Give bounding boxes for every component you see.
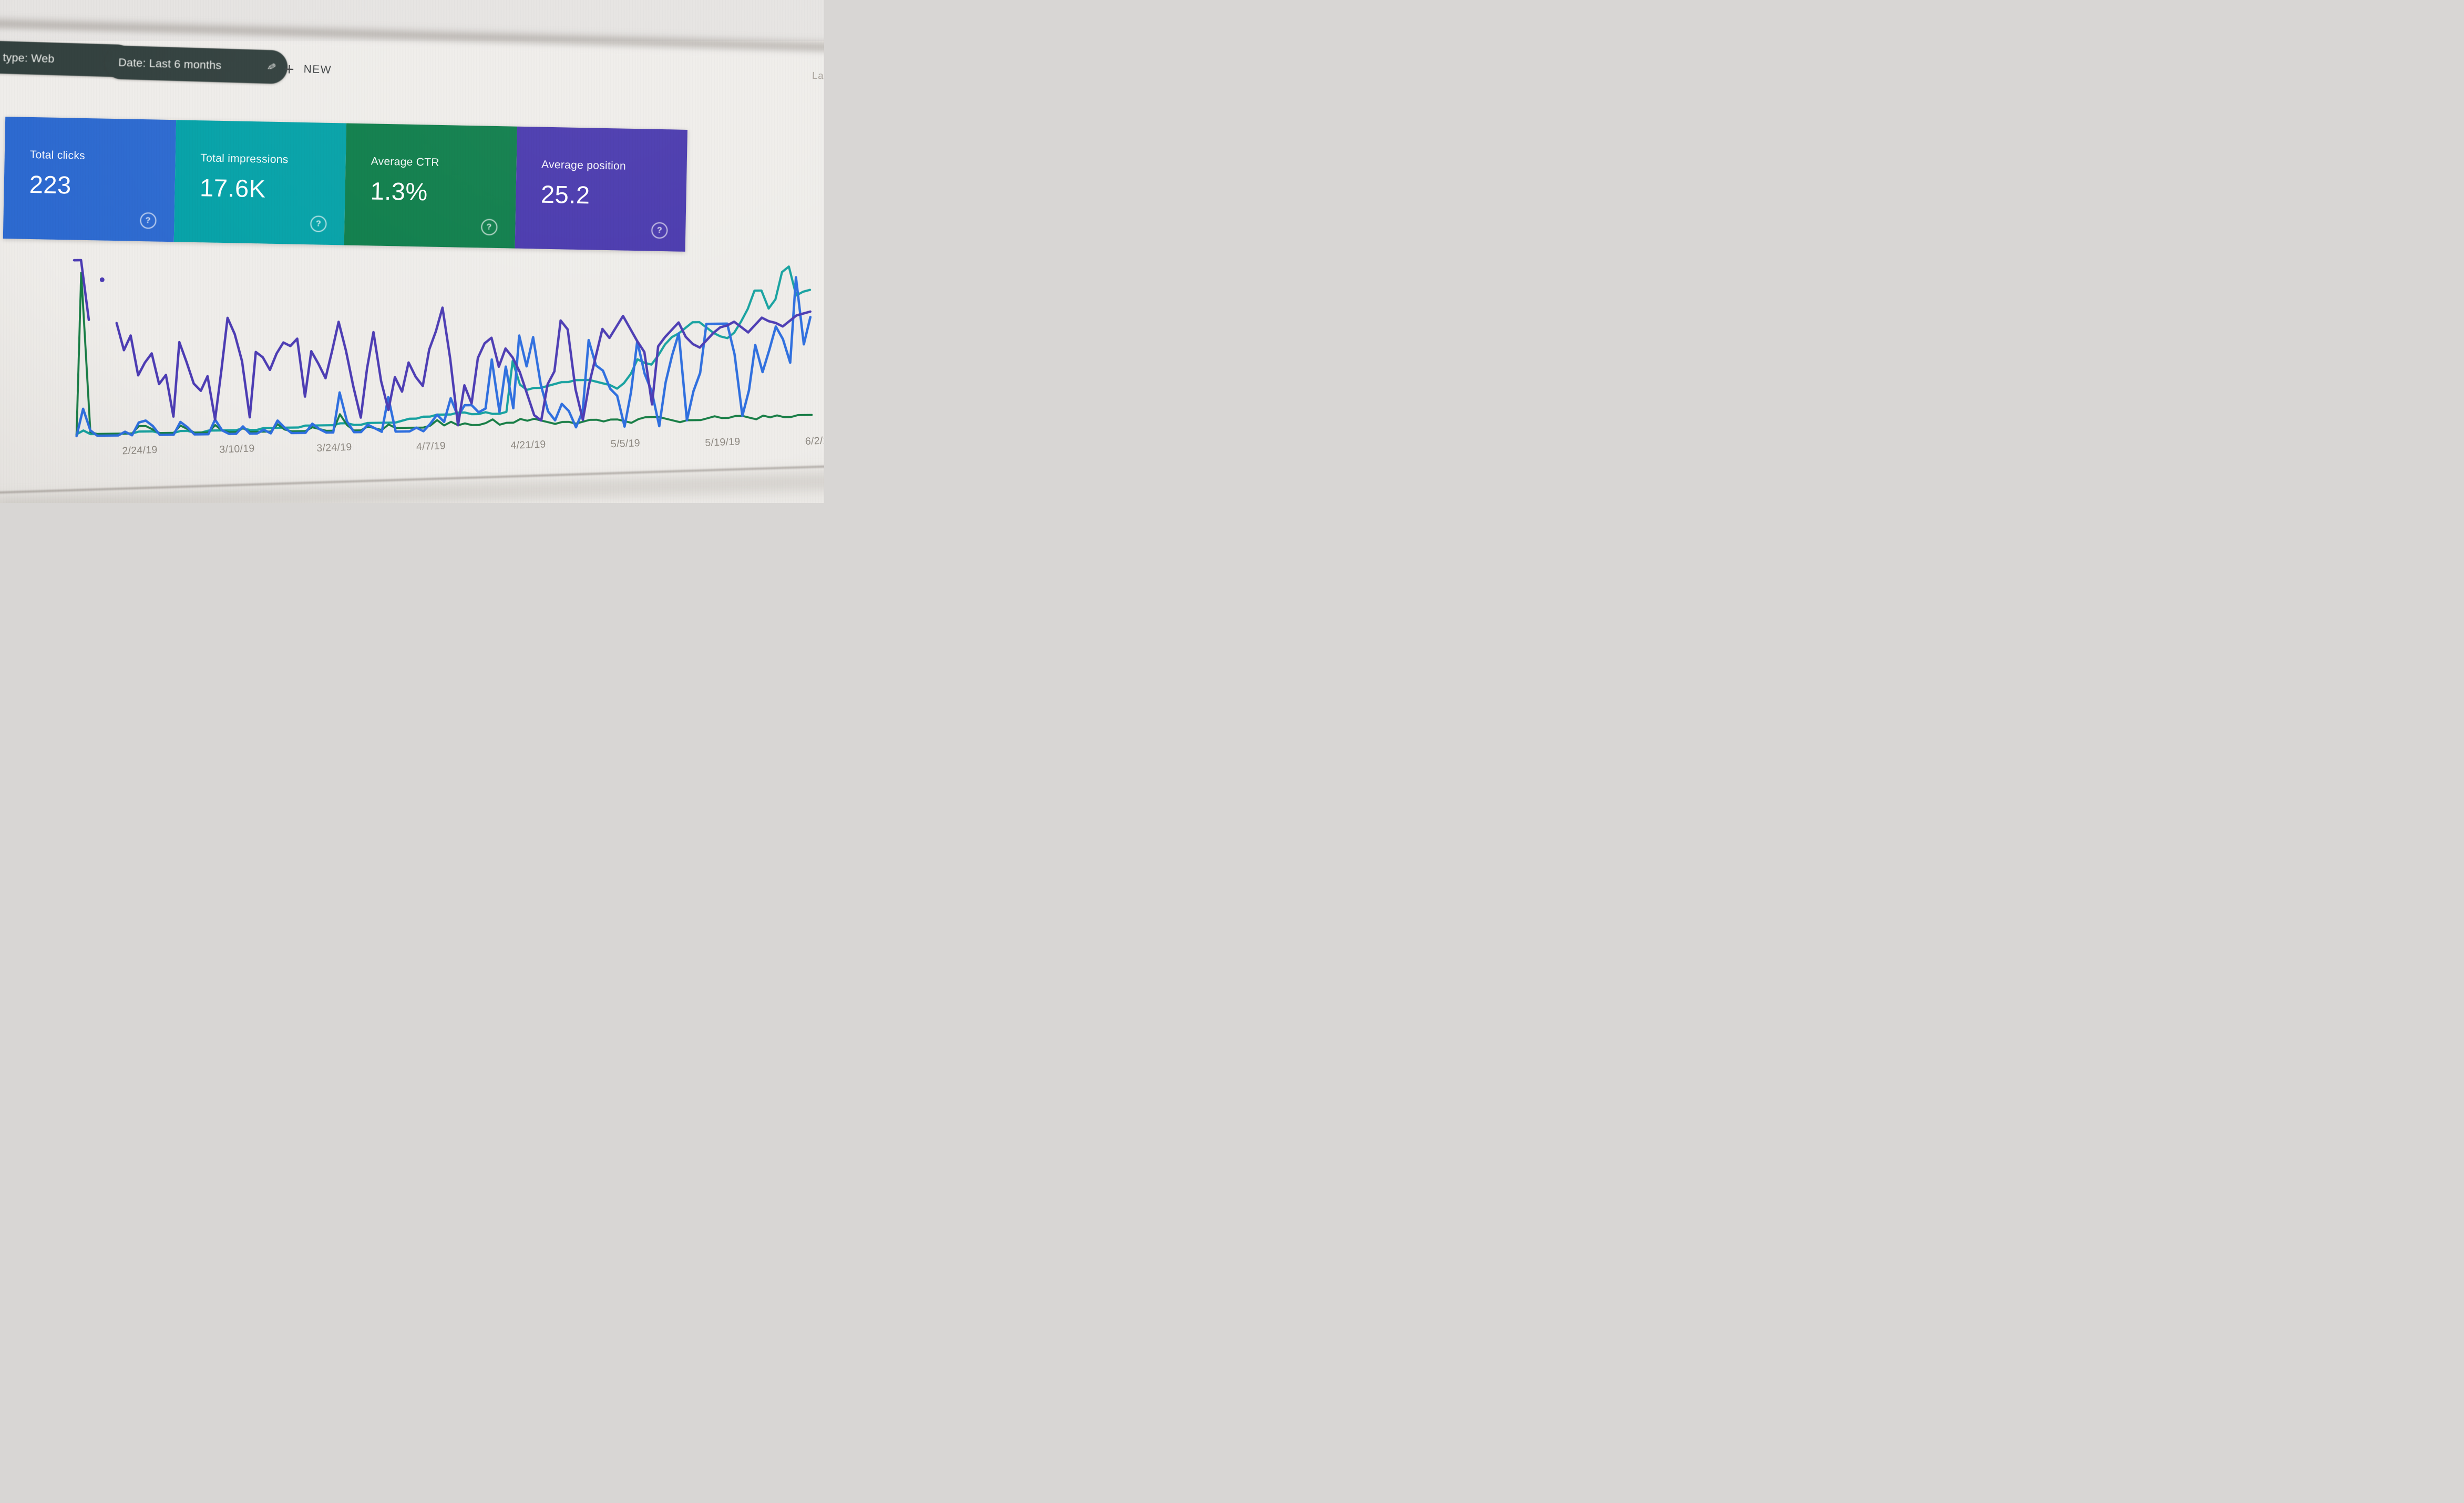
card-label: Average CTR bbox=[371, 155, 440, 169]
series-line-clicks bbox=[75, 276, 812, 438]
date-range-chip-label: Date: Last 6 months bbox=[118, 56, 222, 72]
x-tick-label: 5/5/19 bbox=[610, 437, 641, 450]
monitor-screen: type: Web ✎ Date: Last 6 months ✎ + NEW … bbox=[0, 0, 824, 503]
card-label: Total impressions bbox=[200, 152, 289, 166]
date-range-filter-chip[interactable]: Date: Last 6 months ✎ bbox=[104, 45, 289, 85]
series-line-impressions bbox=[75, 265, 812, 436]
average-position-card[interactable]: Average position 25.2 ? bbox=[515, 126, 687, 252]
card-value: 17.6K bbox=[199, 173, 266, 203]
x-tick-label: 4/21/19 bbox=[510, 438, 546, 452]
x-tick-label: 3/24/19 bbox=[316, 441, 352, 455]
x-tick-label: 2/24/19 bbox=[122, 444, 158, 457]
x-tick-label: 6/2/19 bbox=[805, 434, 824, 448]
truncated-last-updated-text: La bbox=[812, 70, 824, 82]
series-line-ctr bbox=[75, 272, 813, 436]
total-clicks-card[interactable]: Total clicks 223 ? bbox=[3, 117, 176, 242]
help-icon[interactable]: ? bbox=[139, 212, 157, 229]
performance-chart-canvas[interactable] bbox=[61, 234, 820, 455]
data-point-position bbox=[99, 277, 105, 282]
performance-chart[interactable]: 2/24/19 3/10/19 3/24/19 4/7/19 4/21/19 5… bbox=[61, 234, 824, 486]
card-value: 1.3% bbox=[370, 177, 428, 206]
help-icon[interactable]: ? bbox=[310, 215, 327, 232]
total-impressions-card[interactable]: Total impressions 17.6K ? bbox=[173, 120, 347, 245]
search-type-chip-label: type: Web bbox=[3, 50, 55, 65]
new-filter-button[interactable]: + NEW bbox=[279, 59, 337, 80]
x-tick-label: 3/10/19 bbox=[219, 442, 255, 456]
metric-cards-row: Total clicks 223 ? Total impressions 17.… bbox=[3, 117, 687, 252]
card-label: Total clicks bbox=[29, 148, 86, 162]
search-console-app: type: Web ✎ Date: Last 6 months ✎ + NEW … bbox=[0, 0, 824, 503]
card-label: Average position bbox=[541, 158, 627, 172]
x-tick-label: 4/7/19 bbox=[416, 440, 446, 453]
edit-pencil-icon[interactable]: ✎ bbox=[265, 60, 278, 74]
help-icon[interactable]: ? bbox=[480, 219, 498, 236]
series-line-position bbox=[73, 259, 90, 321]
average-ctr-card[interactable]: Average CTR 1.3% ? bbox=[344, 123, 517, 249]
card-value: 25.2 bbox=[540, 180, 591, 209]
new-filter-label: NEW bbox=[303, 63, 332, 76]
card-value: 223 bbox=[29, 170, 72, 199]
plus-icon: + bbox=[284, 59, 295, 79]
filter-bar: type: Web ✎ Date: Last 6 months ✎ + NEW … bbox=[0, 0, 824, 114]
x-tick-label: 5/19/19 bbox=[704, 436, 741, 449]
series-line-position bbox=[115, 306, 812, 427]
